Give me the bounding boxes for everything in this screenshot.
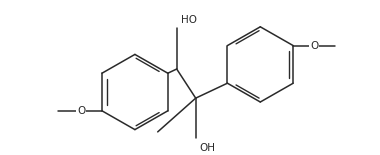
Text: HO: HO bbox=[180, 15, 196, 24]
Text: OH: OH bbox=[200, 143, 215, 153]
Text: O: O bbox=[310, 41, 318, 51]
Text: O: O bbox=[77, 106, 85, 116]
